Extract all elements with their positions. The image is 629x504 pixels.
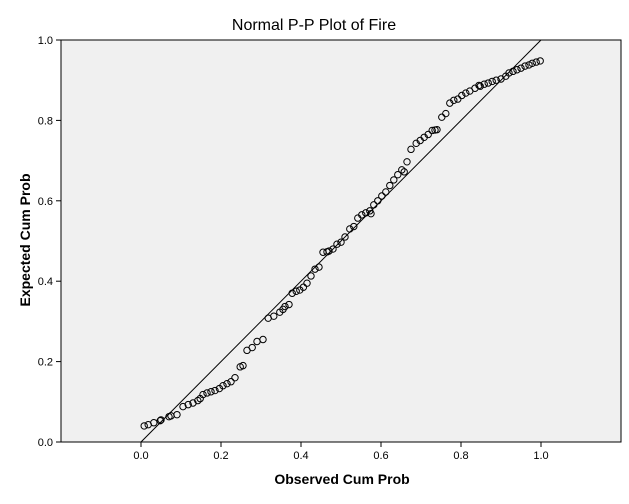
x-tick-label: 0.2 xyxy=(213,450,228,462)
data-point xyxy=(454,95,462,103)
data-point xyxy=(513,66,521,74)
data-point xyxy=(367,209,375,218)
data-point xyxy=(428,126,436,135)
y-tick-label: 0.0 xyxy=(38,437,53,449)
y-axis-label: Expected Cum Prob xyxy=(17,173,33,306)
data-point xyxy=(157,416,165,424)
data-point xyxy=(492,76,500,84)
data-point xyxy=(311,265,319,273)
x-tick-label: 1.0 xyxy=(533,450,548,462)
data-point xyxy=(442,109,450,118)
x-axis-label: Observed Cum Prob xyxy=(274,471,409,487)
data-point xyxy=(307,272,315,280)
data-point xyxy=(167,412,175,420)
chart-title: Normal P-P Plot of Fire xyxy=(232,17,396,34)
data-point xyxy=(431,126,439,134)
data-point xyxy=(239,361,247,370)
data-point xyxy=(536,57,544,65)
data-point xyxy=(329,245,337,253)
data-point xyxy=(292,287,300,295)
y-tick-label: 0.4 xyxy=(38,276,53,288)
data-point xyxy=(194,396,202,405)
x-tick-label: 0.8 xyxy=(453,450,468,462)
data-point xyxy=(484,79,492,87)
data-point xyxy=(362,209,370,217)
data-point xyxy=(382,188,390,196)
data-point xyxy=(521,62,529,70)
data-point xyxy=(528,59,536,68)
y-axis: 0.0 0.2 0.4 0.6 0.8 1.0 xyxy=(38,35,61,449)
data-point xyxy=(350,222,358,231)
data-point xyxy=(374,197,382,205)
data-point xyxy=(288,289,296,297)
data-point xyxy=(450,96,458,105)
y-tick-label: 0.6 xyxy=(38,196,53,208)
data-point xyxy=(285,300,293,309)
data-point xyxy=(184,400,192,409)
y-tick-label: 1.0 xyxy=(38,35,53,47)
data-point xyxy=(196,394,204,403)
data-point xyxy=(279,305,287,314)
data-point xyxy=(231,373,239,382)
data-point xyxy=(203,389,211,397)
data-point xyxy=(438,113,446,121)
data-point xyxy=(509,67,517,76)
data-point xyxy=(223,380,231,388)
data-point xyxy=(378,192,386,200)
data-point xyxy=(270,312,278,320)
data-point xyxy=(398,166,406,174)
data-point xyxy=(323,248,331,256)
data-point xyxy=(394,170,402,179)
data-point xyxy=(211,386,219,395)
data-point xyxy=(259,335,267,344)
data-point xyxy=(505,69,513,77)
data-point xyxy=(303,279,311,287)
data-point xyxy=(140,422,148,430)
data-point xyxy=(400,168,408,176)
data-point xyxy=(390,176,398,184)
data-point xyxy=(346,225,354,233)
data-point xyxy=(337,238,345,246)
data-point xyxy=(219,382,227,390)
data-point xyxy=(480,80,488,88)
reference-line-group xyxy=(140,39,542,443)
data-point xyxy=(156,416,164,425)
data-point xyxy=(532,58,540,66)
data-point xyxy=(488,77,496,86)
data-point xyxy=(386,181,394,190)
x-tick-label: 0.4 xyxy=(293,450,308,462)
data-points xyxy=(140,57,544,430)
reference-line xyxy=(140,39,542,443)
data-point xyxy=(333,240,341,248)
data-point xyxy=(424,130,432,139)
data-point xyxy=(403,158,411,166)
data-point xyxy=(517,64,525,72)
data-point xyxy=(407,145,415,154)
x-tick-label: 0.0 xyxy=(133,450,148,462)
data-point xyxy=(315,263,323,271)
data-point xyxy=(227,378,235,386)
y-tick-label: 0.8 xyxy=(38,115,53,127)
data-point xyxy=(341,233,349,241)
data-point xyxy=(462,89,470,97)
data-point xyxy=(370,201,378,209)
data-point xyxy=(358,211,366,219)
x-axis: 0.0 0.2 0.4 0.6 0.8 1.0 xyxy=(133,442,549,462)
data-point xyxy=(476,82,484,90)
data-point xyxy=(179,402,187,411)
data-point xyxy=(207,388,215,396)
y-tick-label: 0.2 xyxy=(38,357,53,369)
data-point xyxy=(475,81,483,90)
data-point xyxy=(150,419,158,427)
x-tick-label: 0.6 xyxy=(373,450,388,462)
data-point xyxy=(248,343,256,352)
data-point xyxy=(458,91,466,100)
